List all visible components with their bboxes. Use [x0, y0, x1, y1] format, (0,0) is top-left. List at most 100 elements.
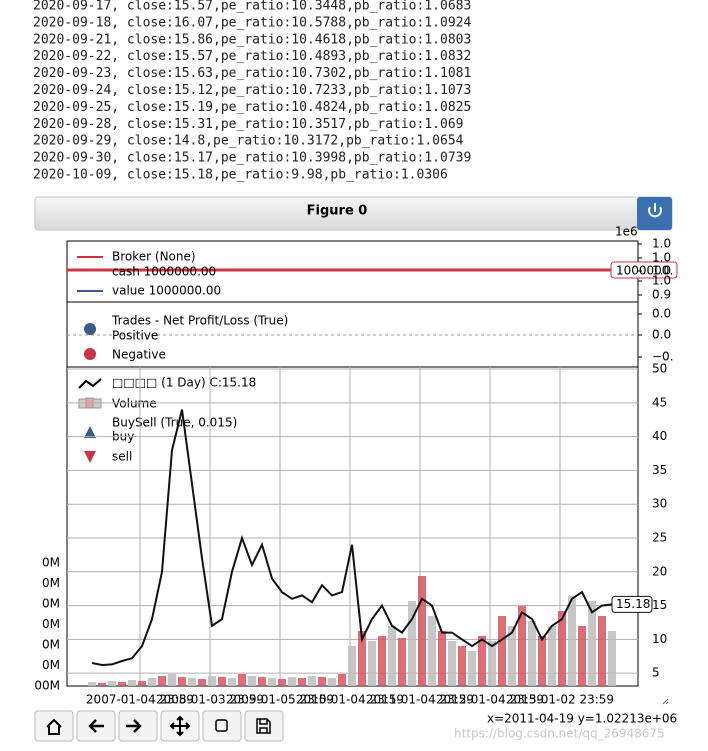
volume-bar	[458, 646, 466, 686]
volume-label: 0M	[42, 556, 60, 570]
legend-swatch	[84, 323, 96, 335]
y-tick-label: −0.	[652, 350, 674, 364]
volume-bar	[348, 646, 356, 686]
volume-bar	[88, 682, 96, 686]
volume-bar	[438, 631, 446, 686]
volume-label: 0M	[42, 638, 60, 652]
y-tick-label: 50	[652, 362, 667, 376]
price-line	[91, 409, 613, 667]
volume-bar	[218, 677, 226, 686]
back-button[interactable]	[76, 710, 116, 742]
legend-swatch	[78, 378, 102, 389]
volume-bar	[408, 601, 416, 686]
volume-bar	[388, 626, 396, 686]
volume-bar	[478, 636, 486, 686]
legend-label: BuySell (True, 0.015)	[112, 416, 237, 430]
volume-bar	[398, 638, 406, 686]
volume-label: 0M	[42, 617, 60, 631]
volume-bar	[168, 674, 176, 686]
volume-bar	[538, 636, 546, 686]
x-tick-label: 2013-01-02 23:59	[506, 693, 614, 707]
volume-bar	[578, 626, 586, 686]
console-line: 2020-09-18, close:16.07,pe_ratio:10.5788…	[33, 15, 471, 30]
volume-bar	[528, 621, 536, 686]
volume-bar	[568, 596, 576, 686]
x-tick-label: 2008-01-03 23:59	[156, 693, 264, 707]
y-tick-label: 5	[652, 666, 660, 680]
volume-bar	[558, 611, 566, 686]
volume-label: 00M	[34, 679, 60, 693]
volume-bar	[598, 616, 606, 686]
pan-button[interactable]	[160, 710, 200, 742]
volume-bar	[258, 677, 266, 686]
volume-bar	[368, 641, 376, 686]
volume-bar	[328, 678, 336, 686]
volume-bar	[338, 674, 346, 686]
volume-bar	[188, 678, 196, 686]
legend-label: sell	[112, 450, 132, 464]
volume-bar	[488, 641, 496, 686]
volume-bar	[178, 677, 186, 686]
volume-bar	[358, 631, 366, 686]
zoom-button[interactable]	[202, 710, 242, 742]
console-line: 2020-09-29, close:14.8,pe_ratio:10.3172,…	[33, 134, 464, 149]
x-tick-label: 2009-01-05 23:59	[226, 693, 334, 707]
legend-label: cash 1000000.00	[112, 265, 216, 279]
console-line: 2020-09-21, close:15.86,pe_ratio:10.4618…	[33, 32, 471, 47]
forward-button[interactable]	[118, 710, 158, 742]
home-button[interactable]	[34, 710, 74, 742]
close-button[interactable]	[637, 197, 672, 230]
volume-bar	[198, 679, 206, 686]
legend-swatch	[84, 426, 96, 438]
x-tick-label: 2011-01-04 23:59	[366, 693, 474, 707]
console-line: 2020-09-28, close:15.31,pe_ratio:10.3517…	[33, 117, 463, 132]
save-button[interactable]	[244, 710, 284, 742]
y-tick-label: 30	[652, 497, 667, 511]
status-text: x=2011-04-19 y=1.02213e+06	[487, 712, 677, 726]
volume-bar	[498, 616, 506, 686]
volume-bar	[298, 678, 306, 686]
y-tick-label: 25	[652, 530, 667, 544]
y-tick-label: 1.0	[652, 274, 671, 288]
cash-tag-label: 1000000.	[616, 264, 673, 278]
volume-label: 0M	[42, 658, 60, 672]
volume-bar	[608, 631, 616, 686]
volume-bar	[128, 680, 136, 686]
y-tick-label: 0.0	[652, 328, 671, 342]
volume-bar	[508, 626, 516, 686]
console-line: 2020-09-22, close:15.57,pe_ratio:10.4893…	[33, 49, 471, 64]
volume-bar	[278, 679, 286, 686]
legend-label: □□□□ (1 Day) C:15.18	[112, 376, 256, 390]
volume-bar	[468, 651, 476, 686]
y-tick-label: 1.0	[652, 264, 671, 278]
volume-bar	[518, 606, 526, 686]
y-tick-label: 1.0	[652, 237, 671, 251]
legend-swatch	[84, 451, 96, 463]
volume-bar	[238, 674, 246, 686]
x-tick-label: 2012-01-04 23:59	[436, 693, 544, 707]
toolbar	[34, 710, 284, 742]
legend-label: Trades - Net Profit/Loss (True)	[111, 314, 288, 328]
legend-label: Positive	[112, 329, 158, 343]
last-price-label: 15.18	[616, 597, 650, 611]
last-price-tag	[611, 595, 653, 613]
volume-bar	[288, 677, 296, 686]
volume-bar	[228, 678, 236, 686]
volume-bar	[138, 681, 146, 686]
volume-bar	[108, 681, 116, 686]
console-line: 2020-09-30, close:15.17,pe_ratio:10.3998…	[33, 151, 471, 166]
y-tick-label: 0.0	[652, 307, 671, 321]
legend-label: value 1000000.00	[112, 284, 221, 298]
volume-bar	[428, 616, 436, 686]
y-tick-label: 35	[652, 463, 667, 477]
volume-bar	[418, 576, 426, 686]
volume-bar	[158, 676, 166, 686]
console-line: 2020-09-25, close:15.19,pe_ratio:10.4824…	[33, 100, 471, 115]
volume-bar	[268, 678, 276, 686]
legend-swatch	[84, 348, 96, 360]
figure-title: Figure 0	[307, 204, 368, 219]
x-tick-label: 2007-01-04 23:59	[86, 693, 194, 707]
volume-label: 0M	[42, 576, 60, 590]
volume-bar	[318, 677, 326, 686]
